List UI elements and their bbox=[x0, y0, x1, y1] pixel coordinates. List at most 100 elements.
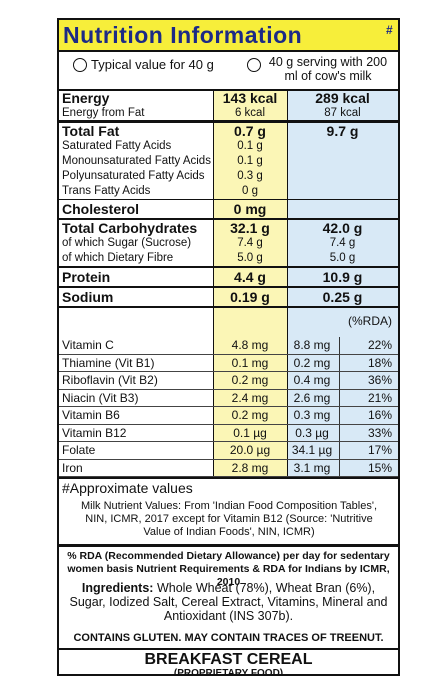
rule bbox=[59, 218, 398, 220]
per-40g-value: 0.7 g bbox=[234, 122, 266, 139]
row-rule bbox=[59, 476, 398, 477]
vitamin-name: Vitamin B6 bbox=[62, 408, 120, 422]
product-sub: (PROPRIETARY FOOD) bbox=[173, 668, 284, 676]
nutrient-name: Energy bbox=[62, 90, 110, 106]
rule bbox=[59, 477, 398, 479]
rule bbox=[59, 198, 398, 200]
with-milk-value: 2.6 mg bbox=[293, 390, 331, 405]
vitamin-name: Vitamin C bbox=[62, 338, 114, 352]
product-name: BREAKFAST CEREAL bbox=[144, 651, 313, 668]
rule bbox=[59, 305, 398, 308]
allergen: CONTAINS GLUTEN. MAY CONTAIN TRACES OF T… bbox=[73, 632, 384, 644]
sub-nutrient-name: of which Dietary Fibre bbox=[62, 251, 174, 264]
table: Energy 143 kcal 289 kcal Energy from Fat 6 k… bbox=[59, 20, 398, 674]
with-milk-value: 0.4 mg bbox=[293, 373, 331, 387]
row-rule bbox=[59, 458, 398, 460]
sub-nutrient-name: Energy from Fat bbox=[62, 107, 145, 119]
with-milk-value: 7.4 g bbox=[329, 236, 356, 249]
title-band: Nutrition Information # bbox=[59, 20, 398, 52]
with-milk-value: 5.0 g bbox=[329, 251, 356, 264]
sub-nutrient-name: Monounsaturated Fatty Acids bbox=[62, 154, 211, 167]
with-milk-value: 0.3 µg bbox=[295, 425, 329, 440]
rda-header: (%RDA) bbox=[348, 314, 392, 328]
per-40g-value: 0.2 mg bbox=[231, 408, 269, 422]
per-40g-value: 20.0 µg bbox=[229, 443, 271, 457]
ingredients-text: Whole Wheat (78%), Wheat Bran (6%), Suga… bbox=[69, 581, 388, 623]
vitamin-name: Riboflavin (Vit B2) bbox=[62, 373, 158, 387]
with-milk-value: 42.0 g bbox=[322, 219, 363, 236]
legend-with-milk: 40 g serving with 200 ml of cow's milk bbox=[268, 55, 388, 83]
rule bbox=[59, 544, 398, 547]
rule bbox=[59, 120, 398, 123]
per-40g-value: 7.4 g bbox=[237, 236, 263, 249]
per-40g-value: 0.1 g bbox=[237, 139, 263, 152]
per-40g-value: 0.3 g bbox=[237, 169, 263, 182]
nutrition-label: Nutrition Information # Typical value fo… bbox=[57, 18, 400, 676]
row-rule bbox=[59, 406, 398, 407]
rule bbox=[59, 648, 398, 650]
legend-per-40g: Typical value for 40 g bbox=[91, 57, 214, 72]
sub-nutrient-name: Trans Fatty Acids bbox=[62, 184, 151, 197]
rda-value: 33% bbox=[339, 424, 392, 442]
sub-nutrient-name: Saturated Fatty Acids bbox=[62, 139, 172, 152]
row-rule bbox=[59, 353, 398, 355]
with-milk-column bbox=[287, 90, 398, 477]
rule bbox=[59, 265, 398, 268]
per-40g-value: 5.0 g bbox=[237, 251, 263, 264]
ingredients-label: Ingredients: bbox=[81, 581, 154, 595]
with-milk-value: 0.3 mg bbox=[293, 408, 331, 422]
legend-dot bbox=[247, 58, 261, 72]
per-40g-value: 2.8 mg bbox=[231, 460, 269, 475]
per-40g-value: 0.1 µg bbox=[233, 425, 267, 440]
per-40g-column bbox=[213, 90, 287, 477]
ingredients: Ingredients: Whole Wheat (78%), Wheat Br… bbox=[67, 581, 390, 623]
title-mark: # bbox=[386, 23, 393, 37]
title: Nutrition Information bbox=[63, 22, 303, 48]
sub-nutrient-name: of which Sugar (Sucrose) bbox=[62, 236, 192, 249]
sub-nutrient-name: Polyunsaturated Fatty Acids bbox=[62, 169, 205, 182]
with-milk-value: 34.1 µg bbox=[291, 443, 333, 457]
with-milk-value: 0.25 g bbox=[322, 288, 363, 305]
vitamin-name: Niacin (Vit B3) bbox=[62, 390, 139, 405]
per-40g-value: 4.8 mg bbox=[231, 338, 269, 352]
row-rule bbox=[59, 371, 398, 372]
row-rule bbox=[59, 423, 398, 425]
per-40g-value: 143 kcal bbox=[222, 90, 278, 106]
with-milk-value: 0.2 mg bbox=[293, 355, 331, 370]
milk-note: Milk Nutrient Values: From 'Indian Food … bbox=[80, 500, 378, 538]
nutrient-name: Cholesterol bbox=[62, 201, 140, 217]
rda-value: 16% bbox=[339, 407, 392, 425]
per-40g-value: 0.1 mg bbox=[231, 355, 269, 370]
rule bbox=[59, 286, 398, 288]
row-rule bbox=[59, 441, 398, 442]
nutrient-name: Total Carbohydrates bbox=[62, 219, 198, 236]
row-rule bbox=[59, 388, 398, 390]
nutrient-name: Sodium bbox=[62, 288, 114, 305]
per-40g-value: 0.1 g bbox=[237, 154, 263, 167]
with-milk-value: 8.8 mg bbox=[293, 338, 331, 352]
per-40g-value: 4.4 g bbox=[234, 269, 266, 285]
with-milk-value: 9.7 g bbox=[326, 122, 359, 139]
legend-dot bbox=[73, 58, 87, 72]
vitamin-name: Thiamine (Vit B1) bbox=[62, 355, 155, 370]
per-40g-value: 0.19 g bbox=[230, 288, 270, 305]
vitamin-name: Vitamin B12 bbox=[62, 425, 127, 440]
per-40g-value: 6 kcal bbox=[234, 107, 266, 119]
approx-note: #Approximate values bbox=[62, 480, 193, 496]
rda-value: 17% bbox=[339, 442, 392, 460]
nutrient-name: Protein bbox=[62, 269, 111, 285]
rda-value: 22% bbox=[339, 337, 392, 355]
rda-note: % RDA (Recommended Dietary Allowance) pe… bbox=[67, 550, 390, 588]
per-40g-value: 2.4 mg bbox=[231, 390, 269, 405]
per-40g-value: 0 g bbox=[242, 184, 258, 197]
with-milk-value: 3.1 mg bbox=[293, 460, 331, 475]
rda-value: 36% bbox=[339, 372, 392, 390]
per-40g-value: 32.1 g bbox=[230, 219, 270, 236]
nutrient-name: Total Fat bbox=[62, 122, 120, 139]
rda-value: 18% bbox=[339, 354, 392, 372]
vitamin-name: Folate bbox=[62, 443, 96, 457]
rda-value: 21% bbox=[339, 389, 392, 407]
with-milk-value: 10.9 g bbox=[322, 269, 363, 285]
rda-value: 15% bbox=[339, 459, 392, 477]
